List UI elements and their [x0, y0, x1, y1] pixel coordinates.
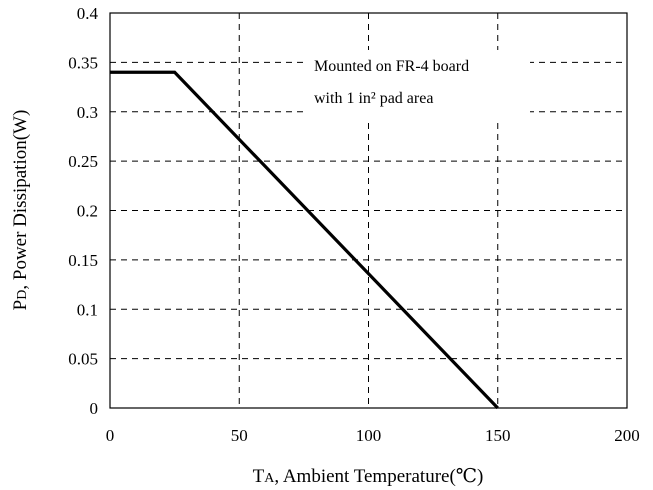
plot-frame: [109, 12, 628, 409]
annotation-line-1: Mounted on FR-4 board: [314, 58, 469, 75]
y-tick-labels: 0 0.05 0.1 0.15 0.2 0.25 0.3 0.35 0.4: [68, 4, 98, 418]
y-tick-label-1: 0.05: [68, 350, 98, 369]
x-tick-label-3: 150: [485, 426, 511, 445]
y-tick-label-2: 0.1: [77, 300, 98, 319]
y-axis-label: PD, Power Dissipation(W): [10, 110, 31, 311]
x-tick-label-0: 0: [106, 426, 115, 445]
y-tick-label-8: 0.4: [77, 4, 99, 23]
series-line-0: [110, 70, 499, 410]
annotation-background: [306, 50, 530, 120]
y-tick-label-3: 0.15: [68, 251, 98, 270]
x-axis-label: TA, Ambient Temperature(℃): [253, 466, 484, 487]
x-tick-label-4: 200: [614, 426, 640, 445]
y-tick-label-6: 0.3: [77, 103, 98, 122]
x-tick-label-2: 100: [356, 426, 382, 445]
x-tick-label-1: 50: [231, 426, 248, 445]
x-tick-labels: 0 50 100 150 200: [106, 426, 640, 445]
y-tick-label-0: 0: [90, 399, 99, 418]
y-tick-label-4: 0.2: [77, 202, 98, 221]
y-tick-label-5: 0.25: [68, 152, 98, 171]
series-lines: [110, 70, 499, 410]
annotation-line-2: with 1 in² pad area: [314, 90, 433, 107]
y-tick-label-7: 0.35: [68, 53, 98, 72]
